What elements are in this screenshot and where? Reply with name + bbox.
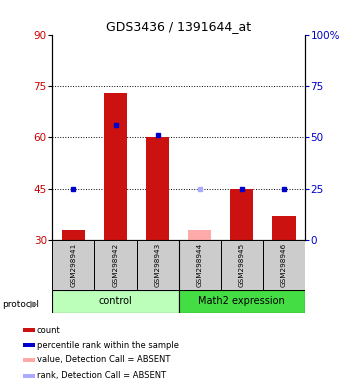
Text: GSM298944: GSM298944 xyxy=(197,243,203,287)
Text: percentile rank within the sample: percentile rank within the sample xyxy=(37,341,179,349)
Bar xyxy=(188,230,211,240)
Text: value, Detection Call = ABSENT: value, Detection Call = ABSENT xyxy=(37,355,170,364)
Bar xyxy=(104,93,127,240)
Text: GSM298942: GSM298942 xyxy=(113,243,118,287)
Bar xyxy=(23,374,35,378)
Bar xyxy=(136,240,179,290)
Text: ▶: ▶ xyxy=(30,299,37,309)
Bar xyxy=(62,230,85,240)
Bar xyxy=(95,240,136,290)
Bar xyxy=(263,240,305,290)
Text: rank, Detection Call = ABSENT: rank, Detection Call = ABSENT xyxy=(37,371,166,381)
Bar xyxy=(273,216,296,240)
Bar xyxy=(179,290,305,313)
Text: GSM298941: GSM298941 xyxy=(70,243,77,287)
Bar xyxy=(23,358,35,362)
Bar xyxy=(146,137,169,240)
Bar xyxy=(179,240,221,290)
Text: count: count xyxy=(37,326,60,335)
Text: GSM298946: GSM298946 xyxy=(281,243,287,287)
Text: control: control xyxy=(99,296,132,306)
Bar xyxy=(221,240,263,290)
Text: protocol: protocol xyxy=(2,300,39,309)
Bar xyxy=(52,240,95,290)
Text: GSM298943: GSM298943 xyxy=(155,243,161,287)
Bar xyxy=(52,290,179,313)
Bar xyxy=(23,343,35,347)
Bar xyxy=(230,189,253,240)
Bar xyxy=(23,328,35,332)
Text: GSM298945: GSM298945 xyxy=(239,243,245,287)
Title: GDS3436 / 1391644_at: GDS3436 / 1391644_at xyxy=(106,20,251,33)
Text: Math2 expression: Math2 expression xyxy=(199,296,285,306)
